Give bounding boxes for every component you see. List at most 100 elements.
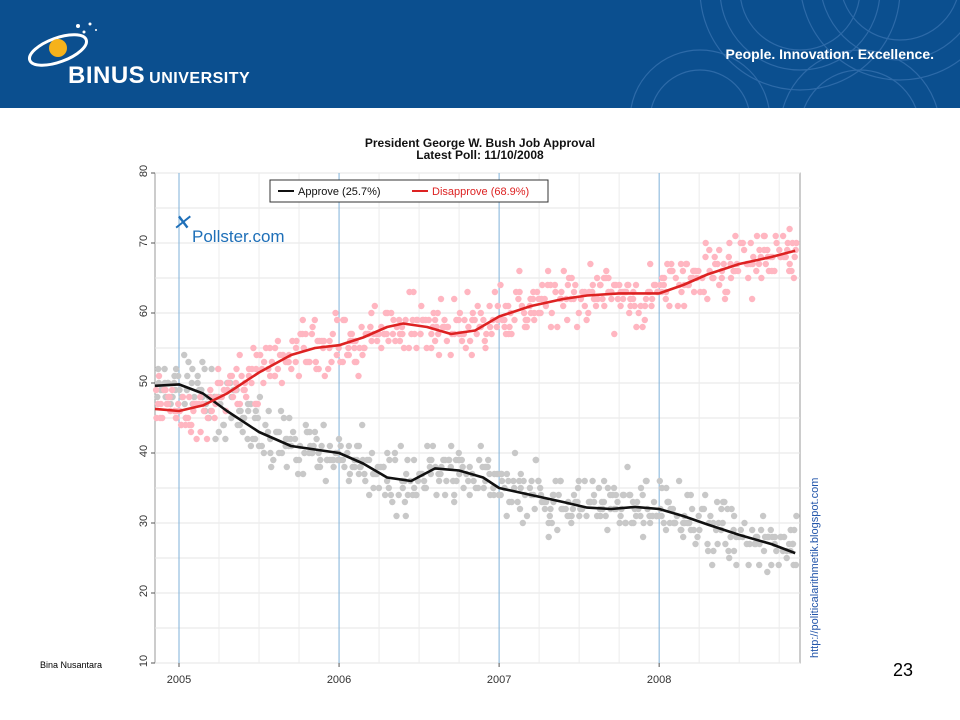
disapprove-poll-point: [411, 330, 418, 338]
disapprove-poll-point: [564, 281, 572, 289]
binus-logo: BINUS UNIVERSITY: [20, 18, 290, 98]
approve-poll-point: [516, 505, 524, 513]
approve-poll-point: [557, 477, 564, 485]
approve-poll-point: [355, 442, 363, 450]
approve-poll-point: [725, 547, 732, 555]
approve-poll-point: [208, 365, 215, 373]
disapprove-poll-point: [710, 274, 717, 282]
approve-poll-point: [260, 449, 268, 457]
approve-poll-point: [498, 477, 506, 485]
approve-poll-point: [590, 498, 598, 506]
disapprove-poll-point: [642, 295, 650, 303]
legend-box: [269, 179, 549, 203]
approve-poll-point: [212, 435, 219, 443]
disapprove-poll-point: [278, 379, 286, 387]
approve-poll-point: [154, 393, 161, 401]
disapprove-poll-point: [312, 358, 319, 366]
disapprove-poll-point: [332, 309, 339, 317]
approve-poll-point: [497, 491, 504, 499]
approve-poll-point: [215, 428, 222, 436]
approve-poll-point: [562, 505, 569, 513]
approve-poll-point: [639, 533, 647, 541]
approve-poll-point: [453, 477, 460, 485]
approve-poll-point: [646, 519, 654, 527]
disapprove-poll-point: [177, 421, 185, 429]
approve-poll-point: [595, 484, 603, 492]
approve-poll-point: [680, 533, 687, 541]
disapprove-poll-point: [172, 414, 180, 422]
approve-poll-point: [268, 463, 275, 471]
disapprove-poll-point: [428, 330, 435, 338]
disapprove-poll-point: [560, 267, 567, 275]
disapprove-poll-point: [753, 232, 761, 240]
disapprove-poll-point: [772, 232, 779, 240]
approve-poll-point: [617, 512, 624, 520]
approve-poll-point: [254, 414, 261, 422]
approve-poll-point: [548, 519, 555, 527]
approve-poll-point: [435, 477, 443, 485]
disapprove-poll-point: [389, 330, 397, 338]
approve-poll-point: [545, 533, 552, 541]
disapprove-poll-point: [501, 323, 508, 331]
pollster-logo-text: Pollster.com: [192, 227, 285, 246]
disapprove-poll-point: [727, 274, 735, 282]
approve-poll-point: [313, 435, 320, 443]
disapprove-poll-point: [529, 295, 537, 303]
approve-poll-point: [184, 372, 191, 380]
disapprove-poll-point: [711, 253, 718, 261]
approve-poll-point: [537, 484, 544, 492]
approve-poll-point: [199, 358, 206, 366]
approve-poll-point: [692, 540, 699, 548]
disapprove-poll-point: [716, 246, 723, 254]
disapprove-poll-point: [516, 288, 523, 296]
disapprove-poll-point: [455, 316, 462, 324]
approve-poll-point: [569, 505, 577, 513]
approve-poll-point: [264, 428, 272, 436]
approve-poll-point: [220, 421, 227, 429]
approve-poll-point: [161, 365, 168, 373]
trend-layer: [154, 249, 796, 555]
approve-poll-point: [346, 470, 354, 478]
approve-poll-point: [574, 484, 582, 492]
approve-poll-point: [485, 456, 492, 464]
approve-poll-point: [270, 456, 277, 464]
approve-poll-point: [546, 512, 553, 520]
disapprove-poll-point: [396, 337, 404, 345]
disapprove-poll-point: [589, 281, 596, 289]
approve-poll-point: [686, 519, 693, 527]
disapprove-poll-point: [378, 344, 385, 352]
disapprove-poll-point: [533, 288, 541, 296]
approve-poll-point: [278, 449, 286, 457]
approve-poll-point: [759, 512, 767, 520]
disapprove-poll-point: [410, 288, 417, 296]
disapprove-poll-point: [320, 337, 328, 345]
approve-poll-point: [768, 561, 775, 569]
disapprove-poll-point: [629, 295, 637, 303]
disapprove-poll-point: [720, 260, 727, 268]
approve-poll-point: [237, 407, 244, 415]
y-tick-label: 10: [138, 655, 150, 667]
approve-poll-point: [247, 442, 255, 450]
disapprove-poll-point: [405, 344, 413, 352]
disapprove-poll-point: [683, 260, 691, 268]
disapprove-poll-point: [660, 274, 668, 282]
approve-poll-point: [295, 456, 303, 464]
disapprove-poll-point: [648, 295, 656, 303]
approve-poll-point: [424, 442, 431, 450]
disapprove-poll-point: [464, 288, 471, 296]
disapprove-trend-line: [154, 249, 796, 413]
approve-poll-point: [542, 498, 550, 506]
disapprove-poll-point: [250, 344, 257, 352]
approve-poll-point: [445, 456, 452, 464]
disapprove-poll-point: [497, 281, 504, 289]
disapprove-poll-point: [660, 281, 667, 289]
disapprove-poll-point: [274, 365, 282, 373]
disapprove-poll-point: [444, 323, 452, 331]
disapprove-poll-point: [385, 337, 392, 345]
approve-poll-point: [771, 533, 779, 541]
disapprove-poll-point: [641, 316, 648, 324]
disapprove-poll-point: [326, 337, 333, 345]
disapprove-poll-point: [706, 246, 713, 254]
logo-orbit-icon: [28, 22, 97, 67]
approve-poll-point: [381, 491, 389, 499]
